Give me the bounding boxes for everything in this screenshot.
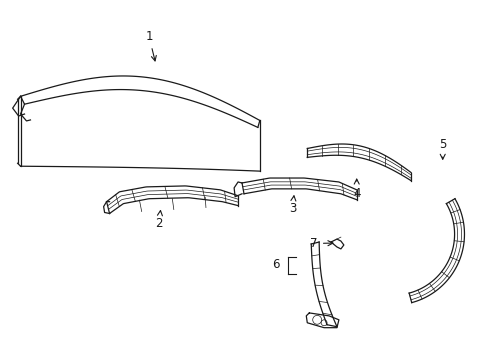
Text: 5: 5 [438,139,446,159]
Text: 7: 7 [310,237,332,250]
Text: 2: 2 [155,211,163,230]
Text: 4: 4 [352,179,360,200]
Text: 3: 3 [288,196,296,216]
Text: 1: 1 [145,30,156,61]
Text: 6: 6 [271,258,279,271]
